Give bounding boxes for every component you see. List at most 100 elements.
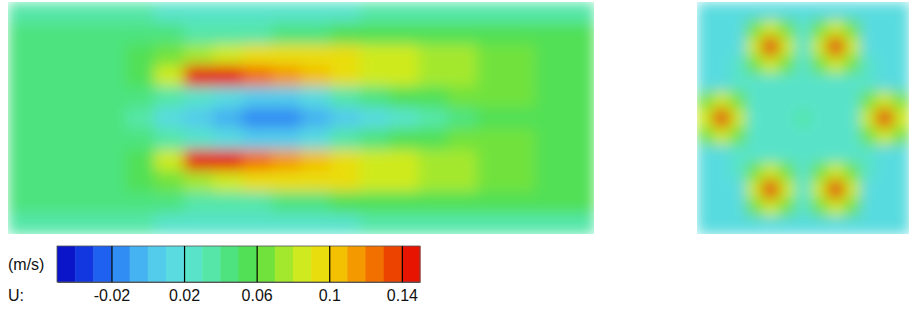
cell [418, 129, 448, 151]
cell [301, 171, 331, 193]
cell [876, 180, 893, 199]
cell [827, 145, 844, 164]
cell [535, 2, 565, 24]
cell [779, 180, 796, 199]
cell [330, 171, 360, 193]
colorbar-swatch [329, 246, 348, 282]
cell [330, 192, 360, 214]
cell [330, 44, 360, 66]
cell [301, 23, 331, 45]
colorbar-swatch [275, 246, 294, 282]
cell [795, 127, 812, 146]
cell [448, 213, 478, 234]
cell [477, 107, 507, 129]
cell [795, 56, 812, 75]
cell [242, 86, 272, 108]
cell [96, 150, 126, 172]
cell [535, 129, 565, 151]
cell [477, 213, 507, 234]
tick-mark [402, 246, 403, 282]
cell [844, 2, 861, 21]
cell [213, 192, 243, 214]
cell [827, 109, 844, 128]
cell [746, 198, 763, 217]
cell [506, 150, 536, 172]
cell [893, 216, 909, 234]
cell [746, 109, 763, 128]
cell [37, 129, 67, 151]
cell [155, 107, 185, 129]
cell [448, 2, 478, 24]
cell [713, 20, 730, 39]
cell [8, 44, 38, 66]
cell [876, 20, 893, 39]
cell [155, 150, 185, 172]
cell [811, 145, 828, 164]
cell [535, 150, 565, 172]
cell [242, 192, 272, 214]
cell [779, 91, 796, 110]
cell [713, 216, 730, 234]
cell [565, 150, 594, 172]
cell [795, 91, 812, 110]
cell [242, 44, 272, 66]
cell [96, 107, 126, 129]
cell [184, 171, 214, 193]
colorbar-swatch [166, 246, 185, 282]
cell [827, 127, 844, 146]
cell [330, 107, 360, 129]
cell [713, 145, 730, 164]
cell [301, 65, 331, 87]
cell [389, 150, 419, 172]
cell [184, 65, 214, 87]
cell [272, 171, 302, 193]
cell [893, 180, 909, 199]
cell [697, 2, 714, 21]
cell [795, 73, 812, 92]
cell [811, 180, 828, 199]
axis-line [58, 282, 421, 283]
cell [876, 127, 893, 146]
cell [697, 91, 714, 110]
cell [713, 109, 730, 128]
cell [730, 109, 747, 128]
cell [746, 38, 763, 57]
cell [125, 171, 155, 193]
cell [779, 2, 796, 21]
cell [713, 163, 730, 182]
cell [779, 127, 796, 146]
cell [242, 107, 272, 129]
colorbar-swatch [402, 246, 421, 282]
cell [448, 107, 478, 129]
cell [360, 107, 390, 129]
cell [795, 145, 812, 164]
cell [697, 109, 714, 128]
colorbar-swatch [257, 246, 276, 282]
cell [37, 213, 67, 234]
tick-mark [111, 246, 112, 282]
cell [67, 86, 97, 108]
cell [746, 216, 763, 234]
cell [860, 163, 877, 182]
cell [893, 56, 909, 75]
cell [389, 213, 419, 234]
cell [565, 86, 594, 108]
cell [272, 213, 302, 234]
cell [448, 150, 478, 172]
cell [506, 129, 536, 151]
cell [301, 2, 331, 24]
cell [565, 44, 594, 66]
colorbar-swatch [220, 246, 239, 282]
cell [844, 216, 861, 234]
cell [795, 198, 812, 217]
cell [827, 20, 844, 39]
cell [389, 44, 419, 66]
cell [155, 86, 185, 108]
cell [67, 2, 97, 24]
cell [827, 180, 844, 199]
cell [730, 198, 747, 217]
cell [330, 2, 360, 24]
cell [811, 91, 828, 110]
cell [746, 20, 763, 39]
cell [827, 2, 844, 21]
